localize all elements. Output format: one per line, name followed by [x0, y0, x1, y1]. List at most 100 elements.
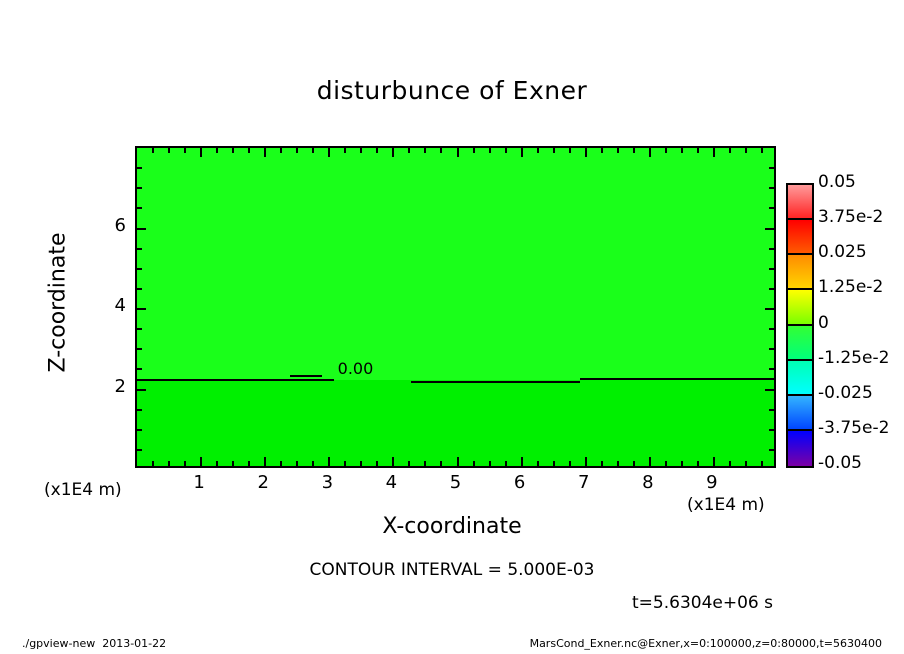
x-axis-tick [360, 461, 363, 466]
x-axis-tick [376, 461, 379, 466]
x-axis-tick-top [456, 148, 459, 157]
x-axis-tick [248, 461, 251, 466]
x-axis-tick-label: 6 [513, 472, 526, 493]
x-axis-tick-top [184, 148, 187, 153]
x-axis-unit-label: (x1E4 m) [687, 495, 765, 515]
contour-line-segment [137, 378, 335, 381]
x-axis-tick-top [280, 148, 283, 153]
colorbar-band [788, 395, 812, 431]
x-axis-tick-top [440, 148, 443, 153]
x-axis-tick [312, 461, 315, 466]
x-axis-tick [424, 461, 427, 466]
y-axis-tick [137, 187, 142, 190]
x-axis-tick-top [728, 148, 731, 153]
y-axis-tick-right [769, 408, 774, 411]
x-axis-tick-top [744, 148, 747, 153]
x-axis-tick [456, 457, 459, 466]
x-axis-tick [392, 457, 395, 466]
x-axis-title: X-coordinate [382, 514, 522, 539]
y-axis-tick-label: 4 [114, 295, 126, 316]
time-stamp-label: t=5.6304e+06 s [632, 593, 773, 613]
x-axis-tick-top [424, 148, 427, 153]
x-axis-tick-top [632, 148, 635, 153]
x-axis-tick-top [664, 148, 667, 153]
x-axis-tick [472, 461, 475, 466]
colorbar-band [788, 360, 812, 396]
y-axis-tick [137, 448, 142, 451]
x-axis-tick [680, 461, 683, 466]
x-axis-tick-top [312, 148, 315, 153]
colorbar-tick-label: 0 [818, 312, 829, 333]
x-axis-tick-label: 9 [706, 472, 718, 493]
y-axis-tick [137, 207, 142, 210]
x-axis-tick [168, 461, 171, 466]
x-axis-tick-top [712, 148, 715, 157]
colorbar-tick-label: 1.25e-2 [818, 277, 884, 298]
x-axis-tick [184, 461, 187, 466]
y-axis-tick [137, 227, 146, 230]
x-axis-tick-top [264, 148, 267, 157]
x-axis-tick [280, 461, 283, 466]
y-axis-tick-right [769, 267, 774, 270]
y-axis-tick [137, 328, 142, 331]
contour-line-segment [289, 375, 322, 378]
x-axis-tick-top [760, 148, 763, 153]
x-axis-tick [712, 457, 715, 466]
x-axis-tick-top [344, 148, 347, 153]
colorbar-tick-label: 3.75e-2 [818, 207, 884, 228]
x-axis-tick [200, 457, 203, 466]
y-axis-tick-label: 2 [114, 375, 126, 397]
colorbar-tick-label: -3.75e-2 [818, 417, 890, 438]
colorbar-tick-label: 0.025 [818, 242, 867, 263]
y-axis-tick [137, 428, 142, 431]
colorbar-band [788, 220, 812, 256]
x-axis-tick [344, 461, 347, 466]
contour-interval-note: CONTOUR INTERVAL = 5.000E-03 [309, 560, 595, 580]
x-axis-tick-top [328, 148, 331, 157]
x-axis-tick-top [488, 148, 491, 153]
y-axis-tick [137, 267, 142, 270]
x-axis-tick-top [408, 148, 411, 153]
page-title: disturbunce of Exner [316, 76, 588, 105]
x-axis-tick [504, 461, 507, 466]
x-axis-tick-top [152, 148, 155, 153]
contour-line-segment [579, 377, 774, 380]
x-axis-tick-top [232, 148, 235, 153]
y-axis-tick-right [769, 207, 774, 210]
x-axis-tick [328, 457, 331, 466]
colorbar [786, 183, 814, 468]
x-axis-tick-top [168, 148, 171, 153]
colorbar-band [788, 325, 812, 361]
x-axis-tick [568, 461, 571, 466]
y-axis-tick [137, 388, 146, 391]
x-axis-tick [296, 461, 299, 466]
colorbar-band [788, 430, 812, 466]
footer-source-label: MarsCond_Exner.nc@Exner,x=0:100000,z=0:8… [529, 637, 882, 650]
y-axis-tick [137, 167, 142, 170]
x-axis-tick-label: 2 [257, 472, 269, 493]
footer-command-label: ./gpview-new 2013-01-22 [22, 637, 167, 650]
x-axis-tick-top [296, 148, 299, 153]
x-axis-tick-top [536, 148, 539, 153]
colorbar-band [788, 185, 812, 221]
x-axis-tick-top [648, 148, 651, 157]
x-axis-tick-top [504, 148, 507, 153]
x-axis-tick-top [616, 148, 619, 153]
y-axis-tick-right [769, 448, 774, 451]
field-region-lower [137, 380, 774, 466]
x-axis-tick [536, 461, 539, 466]
x-axis-tick-top [600, 148, 603, 153]
x-axis-tick-top [376, 148, 379, 153]
y-axis-tick-right [769, 348, 774, 351]
x-axis-tick-label: 4 [385, 472, 398, 493]
colorbar-tick-label: -0.025 [818, 382, 873, 403]
colorbar-band [788, 290, 812, 326]
x-axis-tick [216, 461, 219, 466]
y-axis-tick [137, 348, 142, 351]
y-axis-title: Z-coordinate [45, 232, 71, 373]
contour-line-segment [410, 380, 580, 383]
x-axis-tick [408, 461, 411, 466]
x-axis-tick [760, 461, 763, 466]
x-axis-tick-top [568, 148, 571, 153]
x-axis-tick [584, 457, 587, 466]
